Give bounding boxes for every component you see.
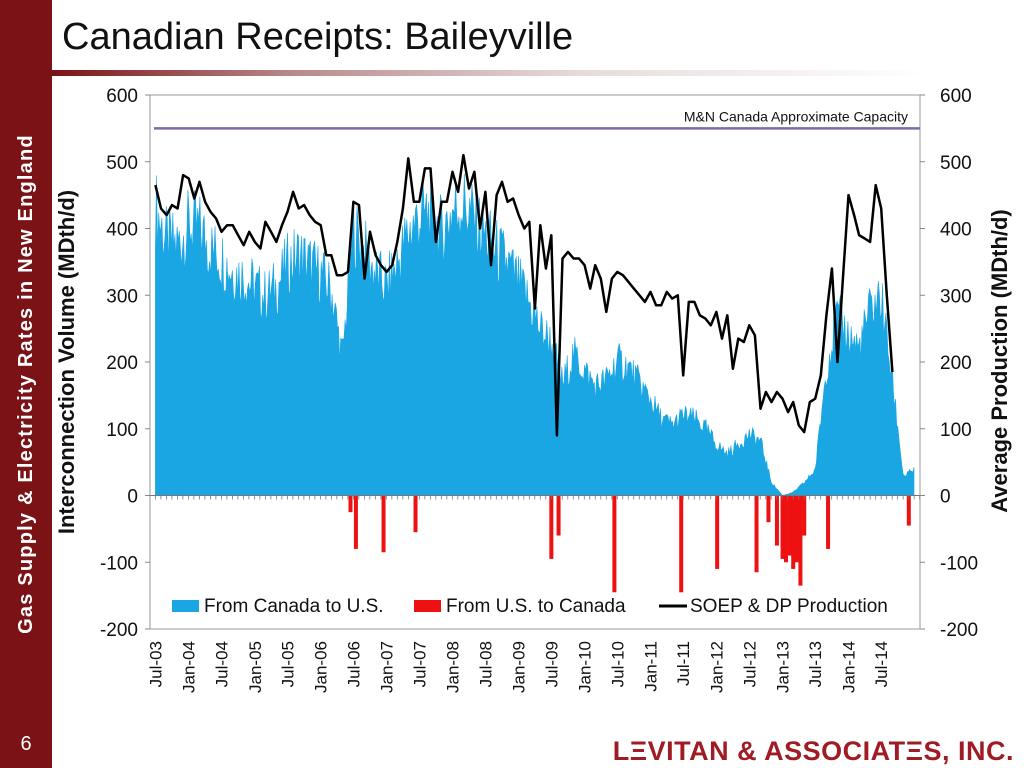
y-tick-label-left: 600	[106, 86, 138, 107]
x-tick-label: Jul-10	[608, 641, 627, 687]
export-bar	[802, 495, 807, 536]
x-tick-label: Jan-10	[576, 641, 595, 693]
x-tick-label: Jul-13	[806, 641, 825, 687]
y-axis-title: Interconnection Volume (MDth/d)	[54, 190, 79, 534]
sidebar: Gas Supply & Electricity Rates in New En…	[0, 0, 52, 768]
y2-axis-title: Average Production (MDth/d)	[987, 209, 1012, 513]
series-area-canada-to-us	[155, 173, 915, 496]
y-tick-label-right: 400	[940, 220, 972, 241]
x-tick-label: Jan-14	[839, 641, 858, 693]
slide-title: Canadian Receipts: Baileyville	[62, 16, 574, 58]
export-bar	[413, 495, 418, 533]
legend-swatch-us-to-canada	[414, 600, 441, 612]
export-bar	[549, 495, 554, 559]
export-bar	[774, 495, 779, 546]
export-bar	[780, 495, 785, 559]
x-tick-label: Jul-09	[542, 641, 561, 687]
x-tick-label: Jan-06	[312, 641, 331, 693]
legend-swatch-canada-to-us	[172, 600, 199, 612]
x-tick-label: Jul-06	[344, 641, 363, 687]
export-bar	[783, 495, 788, 563]
y-tick-label-right: 300	[940, 286, 972, 307]
export-bar	[798, 495, 803, 586]
x-tick-label: Jan-12	[707, 641, 726, 693]
x-tick-label: Jan-08	[444, 641, 463, 693]
export-bar	[766, 495, 771, 523]
export-bar	[791, 495, 796, 569]
y-tick-label-left: 500	[106, 153, 138, 174]
capacity-label: M&N Canada Approximate Capacity	[684, 108, 908, 124]
x-tick-label: Jul-03	[146, 641, 165, 687]
export-bar	[348, 495, 353, 513]
y-tick-label-right: 200	[940, 353, 972, 374]
x-tick-label: Jul-11	[674, 641, 693, 686]
y-tick-label-left: -100	[100, 553, 138, 574]
page-number: 6	[20, 733, 32, 755]
x-tick-label: Jul-07	[410, 641, 429, 687]
chart: 600 600 500 500 400 400 300 300 200 200 100 100 0 0 -1…	[54, 86, 1012, 693]
y-tick-label-left: 400	[106, 220, 138, 241]
legend-label-us-to-canada: From U.S. to Canada	[446, 596, 626, 617]
y-tick-label-right: -100	[940, 553, 978, 574]
export-bar	[353, 495, 358, 549]
y-tick-label-right: -200	[940, 620, 978, 641]
export-bar	[826, 495, 831, 549]
x-tick-label: Jul-04	[213, 641, 232, 687]
y-tick-label-left: -200	[100, 620, 138, 641]
x-tick-label: Jan-13	[774, 641, 793, 693]
y-tick-label-right: 0	[940, 487, 951, 508]
x-tick-label: Jan-09	[510, 641, 529, 693]
export-bar	[906, 495, 911, 526]
y-tick-label-right: 600	[940, 86, 972, 107]
sidebar-title: Gas Supply & Electricity Rates in New En…	[15, 134, 37, 634]
export-bar	[612, 495, 617, 593]
legend-label-canada-to-us: From Canada to U.S.	[204, 596, 384, 617]
export-bar	[787, 495, 792, 556]
x-tick-label: Jan-07	[378, 641, 397, 693]
x-tick-label: Jan-11	[642, 641, 661, 692]
company-logo: LΞVITAN & ASSOCIATΞS, INC.	[612, 736, 1014, 766]
export-bar	[754, 495, 759, 573]
x-tick-label: Jul-05	[278, 641, 297, 687]
title-divider	[52, 70, 1024, 76]
x-tick-label: Jul-14	[872, 641, 891, 687]
export-bar	[679, 495, 684, 593]
y-tick-label-left: 100	[106, 420, 138, 441]
x-tick-label: Jul-08	[476, 641, 495, 687]
export-bar	[556, 495, 561, 536]
x-tick-label: Jan-04	[180, 641, 199, 693]
export-bar	[794, 495, 799, 563]
y-tick-label-left: 200	[106, 353, 138, 374]
y-tick-label-right: 100	[940, 420, 972, 441]
y-tick-label-left: 300	[106, 286, 138, 307]
legend-label-production: SOEP & DP Production	[690, 596, 888, 617]
export-bar	[715, 495, 720, 569]
y-tick-label-right: 500	[940, 153, 972, 174]
x-tick-label: Jan-05	[246, 641, 265, 693]
export-bar	[381, 495, 386, 553]
y-tick-label-left: 0	[127, 487, 138, 508]
series-line-soep-dp-production	[154, 153, 894, 437]
x-tick-label: Jul-12	[740, 641, 759, 687]
